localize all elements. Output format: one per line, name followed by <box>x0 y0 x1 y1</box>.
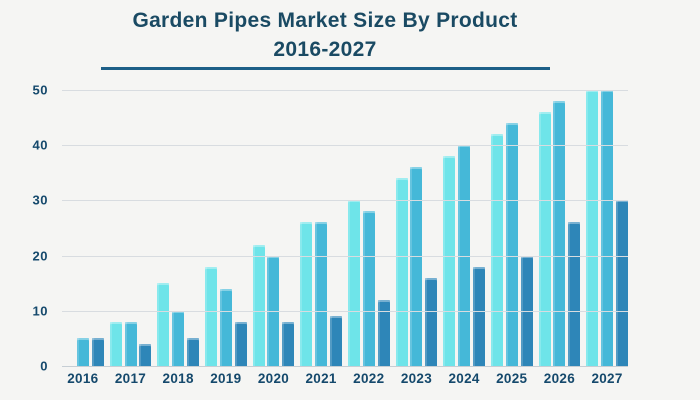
y-tick-label-40: 40 <box>32 137 48 153</box>
bar-group-2027 <box>586 90 628 366</box>
bar-2019-light-cyan-series <box>204 266 217 366</box>
bar-2025-medium-teal-series <box>505 123 518 366</box>
bar-2026-light-cyan-series <box>538 112 551 366</box>
bar-2021-light-cyan-series <box>300 222 313 366</box>
bar-2021-dark-blue-series <box>329 316 342 366</box>
bar-2016-medium-teal-series <box>76 338 89 366</box>
bars-container <box>62 90 628 366</box>
bar-2023-medium-teal-series <box>410 167 423 366</box>
bar-2027-light-cyan-series <box>586 90 599 366</box>
bar-2023-light-cyan-series <box>395 178 408 366</box>
gridline-20 <box>62 255 628 257</box>
x-tick-label-2019: 2019 <box>210 371 242 386</box>
chart-title-line2: 2016-2027 <box>273 38 377 61</box>
bar-2024-light-cyan-series <box>443 156 456 366</box>
bar-2020-dark-blue-series <box>282 321 295 366</box>
title-underline-rule <box>101 67 550 70</box>
gridline-30 <box>62 200 628 202</box>
bar-2022-light-cyan-series <box>347 200 360 366</box>
bar-group-2025 <box>490 90 533 366</box>
y-tick-label-30: 30 <box>32 192 48 208</box>
bar-group-2019 <box>204 90 247 366</box>
x-tick-label-2017: 2017 <box>114 371 147 386</box>
x-tick-label-2021: 2021 <box>305 371 337 386</box>
bar-group-2018 <box>157 90 199 366</box>
chart-title: Garden Pipes Market Size By Product 2016… <box>0 6 650 64</box>
bar-group-2016 <box>62 90 104 366</box>
bar-2017-medium-teal-series <box>124 321 137 366</box>
bar-2018-dark-blue-series <box>187 338 199 366</box>
bar-2016-dark-blue-series <box>91 338 104 366</box>
y-tick-label-20: 20 <box>32 248 48 264</box>
bar-2022-dark-blue-series <box>377 299 390 366</box>
bar-2026-dark-blue-series <box>568 222 581 366</box>
y-tick-label-50: 50 <box>32 82 48 98</box>
x-tick-label-2023: 2023 <box>400 371 433 386</box>
gridline-50 <box>62 90 628 91</box>
x-tick-label-2027: 2027 <box>591 371 623 386</box>
gridline-10 <box>62 310 628 312</box>
bar-2018-light-cyan-series <box>157 283 170 366</box>
bar-2027-dark-blue-series <box>615 200 628 366</box>
bar-2019-medium-teal-series <box>219 288 232 366</box>
x-tick-label-2024: 2024 <box>448 371 480 386</box>
bar-group-2024 <box>443 90 485 366</box>
bar-2024-dark-blue-series <box>472 266 485 366</box>
x-axis-line <box>62 366 628 367</box>
bar-2020-light-cyan-series <box>252 244 265 366</box>
x-axis: 2016 2017 2018 2019 2020 2021 2022 2023 2024 2025… <box>62 371 628 386</box>
x-tick-label-2016: 2016 <box>67 371 99 386</box>
x-tick-label-2018: 2018 <box>162 371 194 386</box>
bar-2017-dark-blue-series <box>139 343 152 366</box>
bar-group-2022 <box>347 90 390 366</box>
gridline-40 <box>62 145 628 147</box>
y-tick-label-10: 10 <box>32 303 48 319</box>
x-tick-label-2026: 2026 <box>543 371 576 386</box>
x-tick-label-2022: 2022 <box>353 371 385 386</box>
bar-group-2020 <box>252 90 295 366</box>
bar-group-2023 <box>395 90 438 366</box>
bar-group-2026 <box>538 90 581 366</box>
bar-2018-medium-teal-series <box>172 310 185 366</box>
bar-2027-medium-teal-series <box>601 90 614 366</box>
bar-2021-medium-teal-series <box>315 222 328 366</box>
x-tick-label-2020: 2020 <box>257 371 290 386</box>
bar-group-2017 <box>109 90 152 366</box>
bar-2019-dark-blue-series <box>234 321 247 366</box>
bar-group-2021 <box>300 90 342 366</box>
plot-area <box>62 90 628 367</box>
bar-2026-medium-teal-series <box>553 101 566 366</box>
x-tick-label-2025: 2025 <box>496 371 528 386</box>
bar-2023-dark-blue-series <box>425 277 438 366</box>
bar-2017-light-cyan-series <box>109 321 122 366</box>
bar-2022-medium-teal-series <box>362 211 375 366</box>
y-tick-label-0: 0 <box>40 358 48 374</box>
bar-2025-light-cyan-series <box>490 134 503 366</box>
chart-title-line1: Garden Pipes Market Size By Product <box>132 9 518 32</box>
y-axis: 0 10 20 30 40 50 <box>0 83 54 374</box>
